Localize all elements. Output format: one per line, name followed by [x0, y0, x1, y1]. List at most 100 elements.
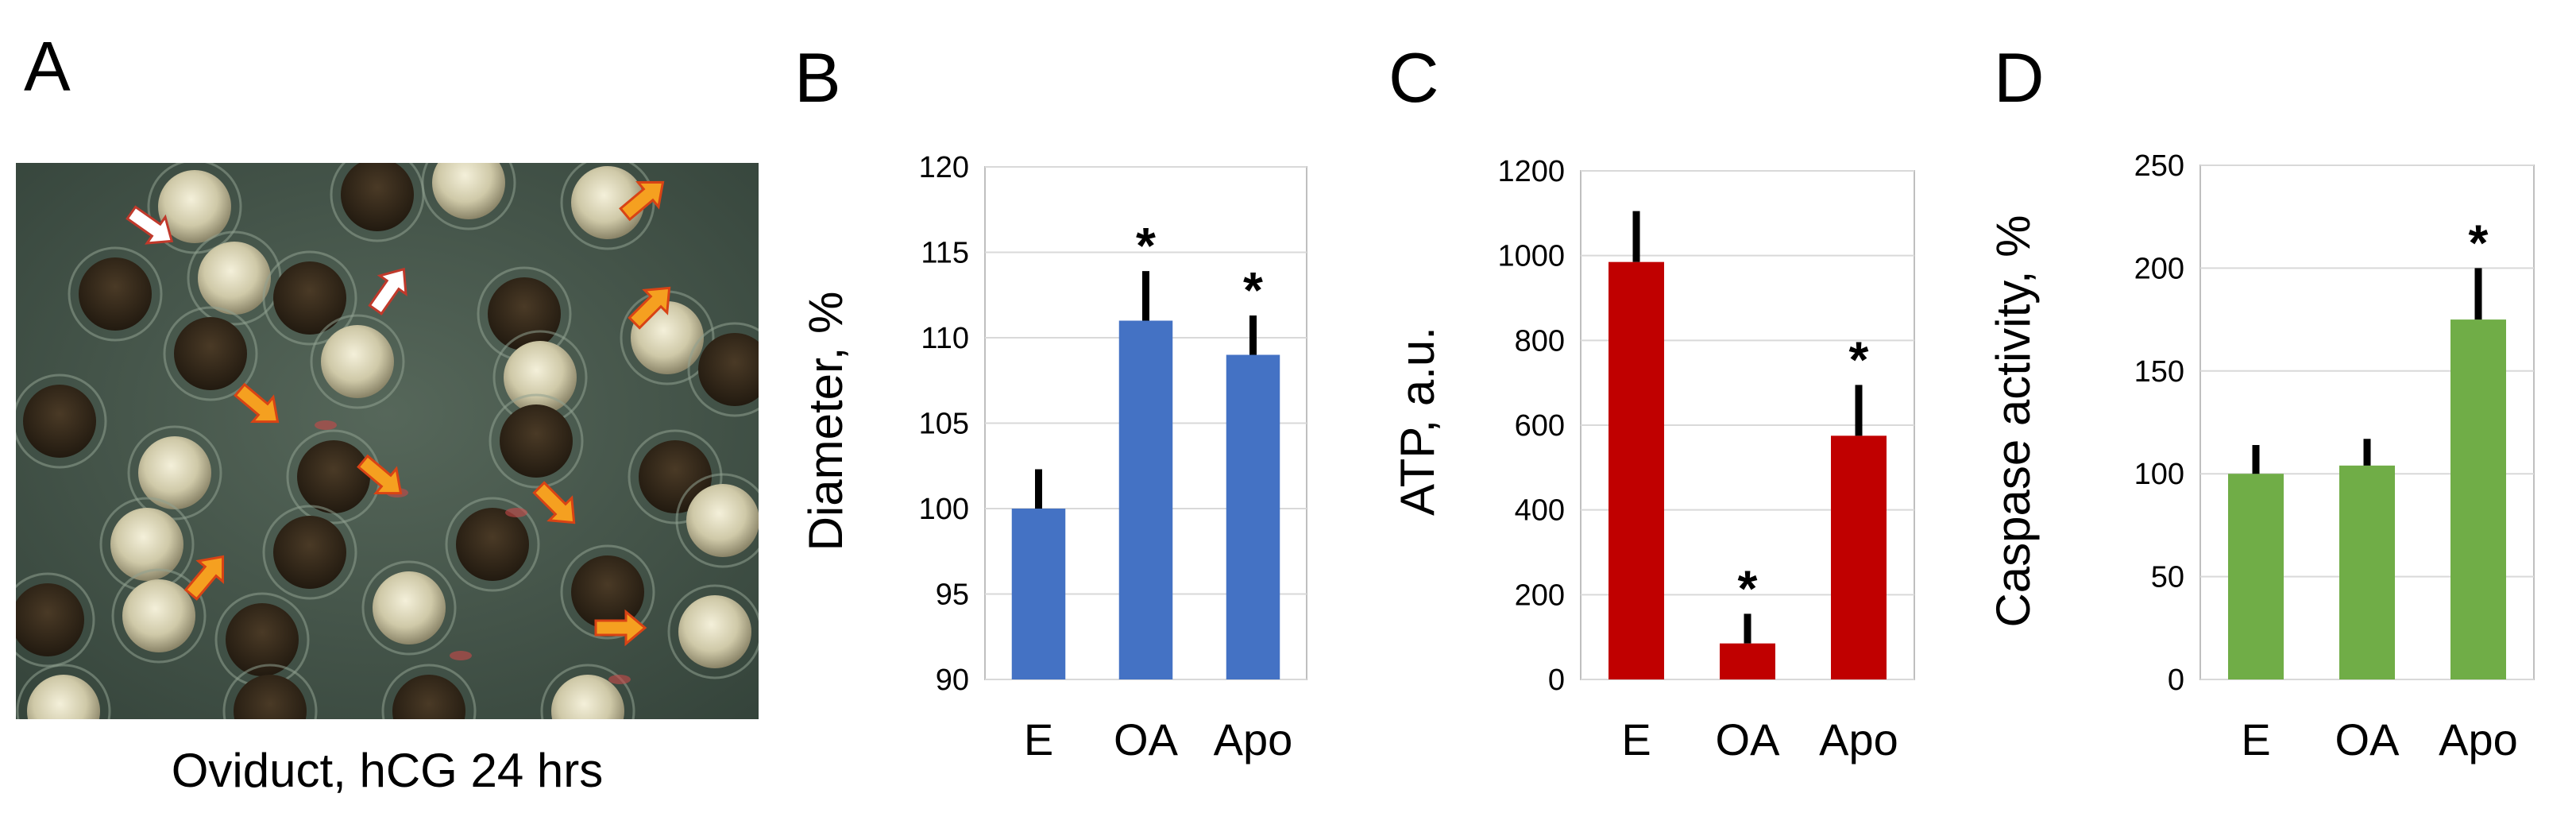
oocyte — [234, 675, 307, 719]
oocyte — [571, 555, 644, 629]
oocyte — [110, 508, 183, 581]
y-axis-label: ATP, a.u. — [1391, 327, 1444, 516]
orange-arrow — [532, 481, 576, 524]
zona-ring — [111, 568, 207, 664]
oocyte — [23, 385, 96, 458]
y-tick-label: 100 — [2134, 458, 2184, 491]
y-tick-label: 200 — [1515, 579, 1565, 612]
oocyte — [698, 333, 759, 406]
y-tick-label: 90 — [936, 664, 969, 697]
oocyte — [198, 242, 271, 315]
oocyte — [639, 440, 712, 513]
oocyte — [551, 675, 624, 719]
significance-marker: * — [1849, 331, 1869, 388]
arrows — [126, 180, 671, 647]
bar — [2228, 474, 2284, 679]
panel-letter-a: A — [24, 27, 71, 106]
micrograph-caption: Oviduct, hCG 24 hrs — [171, 744, 604, 797]
y-tick-label: 0 — [2168, 664, 2184, 697]
arrow-shape — [183, 555, 225, 601]
oocyte — [273, 516, 346, 589]
oocyte — [373, 571, 446, 644]
y-tick-label: 120 — [919, 151, 969, 184]
zona-ring — [540, 664, 635, 719]
y-tick-label: 105 — [919, 408, 969, 441]
y-axis-label: Caspase activity, % — [1987, 215, 2040, 627]
oocytes — [16, 163, 759, 719]
arrow-shape — [234, 382, 280, 424]
zona-ring — [560, 544, 655, 640]
orange-arrow — [183, 555, 225, 601]
oocyte — [432, 163, 505, 219]
x-tick-label: E — [2241, 714, 2270, 764]
orange-arrow — [594, 609, 647, 647]
zona-ring — [489, 393, 584, 489]
y-tick-label: 400 — [1515, 494, 1565, 528]
oocyte — [678, 595, 751, 668]
bar — [2339, 465, 2395, 679]
arrow-shape — [357, 454, 403, 495]
arrow-shape — [532, 481, 576, 524]
zona-ring — [68, 246, 163, 342]
debris-mark — [450, 651, 472, 660]
y-tick-label: 600 — [1515, 409, 1565, 443]
zona-ring — [687, 322, 759, 417]
significance-marker: * — [1136, 217, 1156, 274]
x-tick-label: Apo — [2439, 714, 2518, 764]
oocyte — [504, 341, 577, 414]
bar — [1226, 354, 1280, 679]
x-tick-label: OA — [2335, 714, 2400, 764]
y-tick-label: 1000 — [1497, 240, 1565, 273]
x-tick-label: E — [1621, 714, 1651, 764]
oocyte — [16, 583, 84, 656]
significance-marker: * — [1738, 559, 1758, 617]
bar — [1831, 435, 1887, 679]
y-tick-label: 110 — [921, 322, 969, 355]
panel-letter-c: C — [1388, 38, 1439, 117]
orange-arrow — [357, 454, 403, 495]
oocyte — [321, 325, 394, 398]
zona-ring — [16, 373, 107, 469]
zona-ring — [16, 664, 111, 719]
y-tick-label: 1200 — [1497, 155, 1565, 188]
bar — [1609, 261, 1664, 680]
arrow-shape — [594, 609, 647, 647]
significance-marker: * — [1243, 261, 1263, 319]
oocyte — [79, 257, 152, 331]
y-tick-label: 0 — [1548, 664, 1565, 697]
x-tick-label: OA — [1716, 714, 1781, 764]
significance-marker: * — [2469, 214, 2489, 271]
y-tick-label: 115 — [921, 237, 969, 270]
chart-b: B 90 95 100 105 110 115 120 Diameter, % E * OA * Apo — [794, 38, 1307, 764]
x-tick-label: OA — [1114, 714, 1179, 764]
oviduct-micrograph — [16, 163, 759, 719]
white-arrow — [368, 267, 407, 315]
chart-d: D 0 50 100 150 200 250 Caspase activity, % E OA * A… — [1987, 38, 2535, 764]
y-tick-label: 200 — [2134, 252, 2184, 285]
arrow-shape — [628, 286, 671, 330]
oocyte — [686, 484, 759, 557]
zona-ring — [675, 473, 759, 568]
oocyte — [456, 508, 529, 581]
orange-arrow — [234, 382, 280, 424]
orange-arrow — [628, 286, 671, 330]
y-tick-label: 250 — [2134, 149, 2184, 183]
plot-area — [1580, 170, 1915, 680]
zona-ring — [262, 250, 357, 346]
y-tick-label: 150 — [2134, 355, 2184, 389]
debris-mark — [315, 420, 337, 430]
oocyte — [488, 277, 561, 350]
zona-ring — [127, 425, 222, 521]
oocyte — [297, 440, 370, 513]
bar — [2450, 319, 2506, 679]
oocyte — [226, 603, 299, 676]
y-tick-label: 95 — [936, 579, 969, 612]
zona-ring — [445, 497, 540, 592]
zona-ring — [667, 584, 759, 679]
zona-ring — [628, 429, 723, 524]
x-tick-label: Apo — [1214, 714, 1293, 764]
oocyte — [341, 163, 414, 231]
zona-ring — [381, 664, 477, 719]
y-tick-label: 50 — [2151, 561, 2184, 594]
zona-ring — [262, 505, 357, 600]
